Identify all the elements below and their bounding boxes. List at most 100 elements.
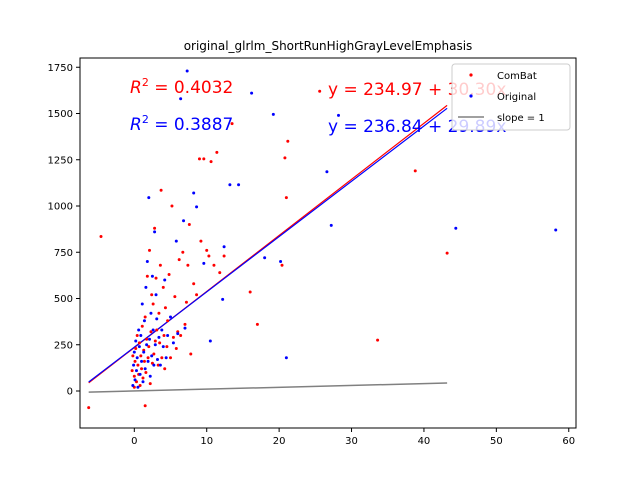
point-combat-58 xyxy=(179,334,183,337)
point-original-16 xyxy=(142,319,146,323)
y-tick-label: 0 xyxy=(67,387,73,398)
point-combat-32 xyxy=(151,302,155,306)
point-combat-44 xyxy=(161,285,165,289)
point-original-58 xyxy=(250,91,254,95)
point-original-31 xyxy=(153,343,157,347)
point-original-37 xyxy=(160,328,164,332)
chart-title: original_glrlm_ShortRunHighGrayLevelEmph… xyxy=(184,39,473,53)
point-combat-46 xyxy=(163,367,167,371)
point-combat-19 xyxy=(142,359,146,363)
point-combat-66 xyxy=(195,293,199,297)
point-original-47 xyxy=(182,219,186,223)
point-original-7 xyxy=(136,385,140,389)
point-original-1 xyxy=(132,363,136,367)
point-original-29 xyxy=(152,363,156,367)
line-original-fit xyxy=(88,107,448,383)
point-original-34 xyxy=(155,358,159,362)
point-combat-55 xyxy=(174,346,178,350)
x-tick-label: 20 xyxy=(273,436,286,447)
point-combat-81 xyxy=(283,156,287,160)
point-original-14 xyxy=(141,380,145,384)
y-tick-label: 500 xyxy=(54,294,73,305)
point-original-56 xyxy=(228,183,232,187)
point-combat-73 xyxy=(212,263,216,267)
legend-marker-combat xyxy=(469,73,473,77)
point-combat-49 xyxy=(166,319,170,323)
point-original-54 xyxy=(221,297,225,301)
point-combat-79 xyxy=(255,322,259,326)
point-original-32 xyxy=(154,293,158,297)
point-combat-78 xyxy=(248,290,252,294)
y-tick-label: 750 xyxy=(54,248,73,259)
point-combat-38 xyxy=(156,363,160,367)
point-original-11 xyxy=(139,334,143,337)
point-original-51 xyxy=(195,205,199,209)
point-original-23 xyxy=(148,337,152,341)
point-combat-24 xyxy=(145,274,149,278)
point-combat-69 xyxy=(202,157,206,161)
point-combat-5 xyxy=(132,374,136,378)
point-combat-22 xyxy=(144,371,148,374)
y-tick-label: 1500 xyxy=(48,109,73,120)
point-combat-45 xyxy=(162,334,166,337)
axis-ticks: 0 10 20 30 40 50 60 0 250 500 750 1000 1250 1500 1750 xyxy=(48,63,576,447)
y-tick-label: 250 xyxy=(54,340,73,351)
point-original-59 xyxy=(263,256,267,260)
x-tick-label: 50 xyxy=(490,436,503,447)
point-original-42 xyxy=(169,315,173,319)
point-combat-33 xyxy=(152,352,156,356)
point-original-9 xyxy=(137,345,141,349)
legend-label-original: Original xyxy=(497,92,536,103)
point-combat-75 xyxy=(218,271,222,275)
plot-area xyxy=(87,69,558,410)
point-combat-36 xyxy=(154,276,158,280)
point-combat-76 xyxy=(222,254,226,258)
point-combat-85 xyxy=(376,338,380,342)
annotation-r2-original: R2 = 0.3887 xyxy=(130,113,233,135)
point-original-53 xyxy=(208,339,212,343)
point-original-44 xyxy=(174,239,178,243)
point-combat-14 xyxy=(139,354,143,358)
point-combat-3 xyxy=(131,354,135,358)
point-original-22 xyxy=(147,196,151,200)
point-original-17 xyxy=(143,367,147,371)
point-combat-13 xyxy=(138,383,142,387)
point-combat-29 xyxy=(149,330,153,334)
x-tick-label: 60 xyxy=(562,436,575,447)
point-original-24 xyxy=(148,374,152,378)
legend-label-slope-1: slope = 1 xyxy=(497,113,545,124)
point-original-0 xyxy=(131,383,135,387)
point-combat-21 xyxy=(143,404,147,408)
point-original-4 xyxy=(134,339,138,343)
point-combat-0 xyxy=(87,406,91,410)
point-combat-7 xyxy=(134,346,138,350)
point-original-48 xyxy=(183,326,187,330)
y-tick-label: 1250 xyxy=(48,155,73,166)
point-original-2 xyxy=(132,350,136,354)
point-original-36 xyxy=(158,363,162,367)
x-tick-label: 0 xyxy=(131,436,137,447)
point-combat-23 xyxy=(145,337,149,341)
point-combat-53 xyxy=(171,335,175,339)
point-original-15 xyxy=(142,350,146,354)
legend-label-combat: ComBat xyxy=(497,71,537,82)
point-combat-64 xyxy=(189,352,193,356)
point-combat-57 xyxy=(177,258,181,262)
point-original-3 xyxy=(133,378,137,382)
point-combat-65 xyxy=(192,282,196,286)
point-original-50 xyxy=(192,191,196,195)
point-combat-51 xyxy=(169,356,173,360)
point-original-13 xyxy=(140,302,144,306)
line-slope-1 xyxy=(88,382,448,393)
point-combat-82 xyxy=(284,196,288,200)
point-combat-60 xyxy=(183,322,187,326)
point-combat-40 xyxy=(158,341,162,345)
x-tick-label: 40 xyxy=(418,436,431,447)
point-original-20 xyxy=(145,260,149,263)
point-original-21 xyxy=(146,359,150,363)
point-combat-10 xyxy=(136,363,140,367)
point-combat-61 xyxy=(184,300,188,304)
point-combat-48 xyxy=(165,345,169,349)
point-original-30 xyxy=(153,230,157,234)
point-combat-87 xyxy=(445,251,449,255)
